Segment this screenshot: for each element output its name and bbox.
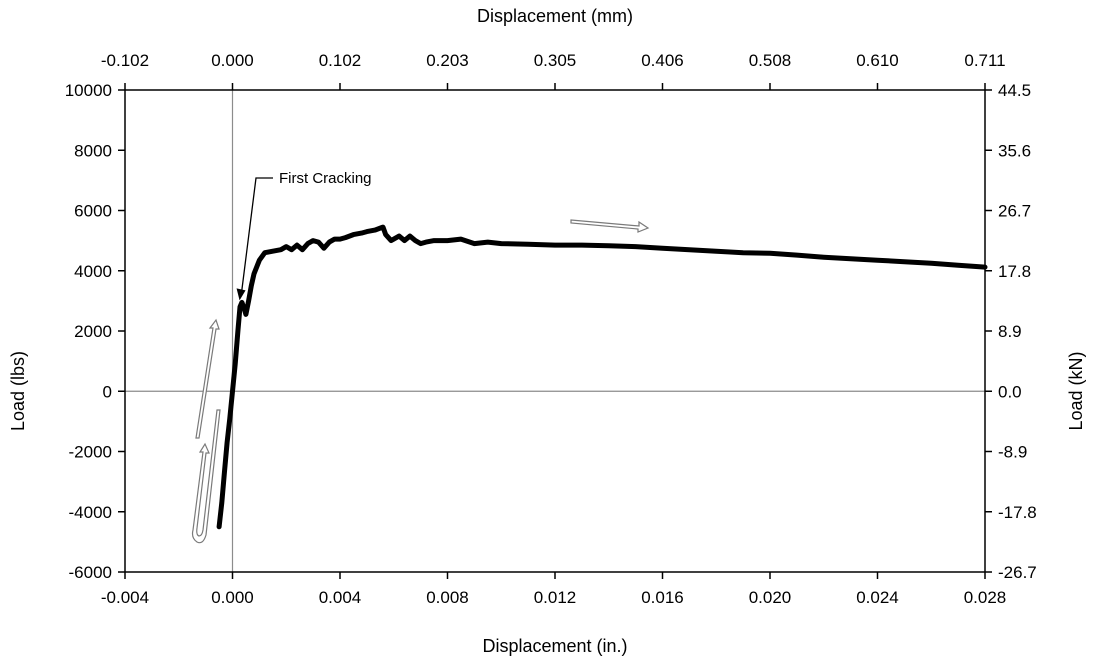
- series-line-0: [216, 224, 988, 530]
- y-tick-label: 6000: [74, 202, 112, 221]
- x2-tick-label: 0.305: [534, 51, 577, 70]
- x2-tick-label: 0.610: [856, 51, 899, 70]
- x-tick-label: 0.008: [426, 588, 469, 607]
- x-tick-label: 0.020: [749, 588, 792, 607]
- annotation-arrowhead: [236, 288, 246, 301]
- x2-axis-title: Displacement (mm): [477, 6, 633, 26]
- y2-tick-label: -8.9: [998, 443, 1027, 462]
- x-axis-title: Displacement (in.): [482, 636, 627, 656]
- x2-tick-label: 0.000: [211, 51, 254, 70]
- zero-reference-lines: [125, 90, 985, 572]
- annotation-label: First Cracking: [279, 170, 372, 187]
- annotations-layer: First Cracking: [236, 170, 372, 301]
- y-tick-label: 10000: [65, 81, 112, 100]
- x2-tick-label: 0.508: [749, 51, 792, 70]
- y-tick-label: 8000: [74, 141, 112, 160]
- y2-tick-label: 26.7: [998, 202, 1031, 221]
- y-tick-label: -2000: [69, 443, 112, 462]
- x-tick-label: 0.012: [534, 588, 577, 607]
- reload-loop-arrow: [191, 409, 221, 544]
- y-tick-label: -6000: [69, 563, 112, 582]
- x2-tick-label: 0.203: [426, 51, 469, 70]
- y2-axis-title: Load (kN): [1066, 351, 1086, 430]
- direction-arrows: [191, 219, 650, 544]
- x2-tick-label: -0.102: [101, 51, 149, 70]
- y2-tick-label: -17.8: [998, 503, 1037, 522]
- x2-tick-label: 0.406: [641, 51, 684, 70]
- annotation-leader-line: [240, 177, 273, 293]
- y2-tick-label: 17.8: [998, 262, 1031, 281]
- series-layer: [216, 224, 988, 530]
- x-tick-label: 0.000: [211, 588, 254, 607]
- y2-tick-label: 0.0: [998, 382, 1022, 401]
- tick-labels: -0.004 -0.102 0.000 0.000 0.004 0.102 0.008 0.2…: [65, 51, 1037, 607]
- right-direction-arrow: [570, 219, 650, 233]
- x-tick-label: 0.004: [319, 588, 362, 607]
- x2-tick-label: 0.711: [964, 51, 1005, 70]
- y-tick-label: -4000: [69, 503, 112, 522]
- y2-tick-label: -26.7: [998, 563, 1037, 582]
- loading-arrow-up: [195, 318, 220, 439]
- y2-tick-label: 8.9: [998, 322, 1022, 341]
- y-tick-label: 4000: [74, 262, 112, 281]
- y-tick-label: 0: [103, 382, 112, 401]
- y2-tick-label: 44.5: [998, 81, 1031, 100]
- y2-tick-label: 35.6: [998, 141, 1031, 160]
- x-tick-label: 0.028: [964, 588, 1007, 607]
- plot-frame: [124, 89, 986, 573]
- axis-ticks: [118, 83, 992, 579]
- x2-tick-label: 0.102: [319, 51, 362, 70]
- y-tick-label: 2000: [74, 322, 112, 341]
- y-axis-title: Load (lbs): [8, 351, 28, 431]
- x-tick-label: 0.024: [856, 588, 899, 607]
- x-tick-label: -0.004: [101, 588, 149, 607]
- x-tick-label: 0.016: [641, 588, 684, 607]
